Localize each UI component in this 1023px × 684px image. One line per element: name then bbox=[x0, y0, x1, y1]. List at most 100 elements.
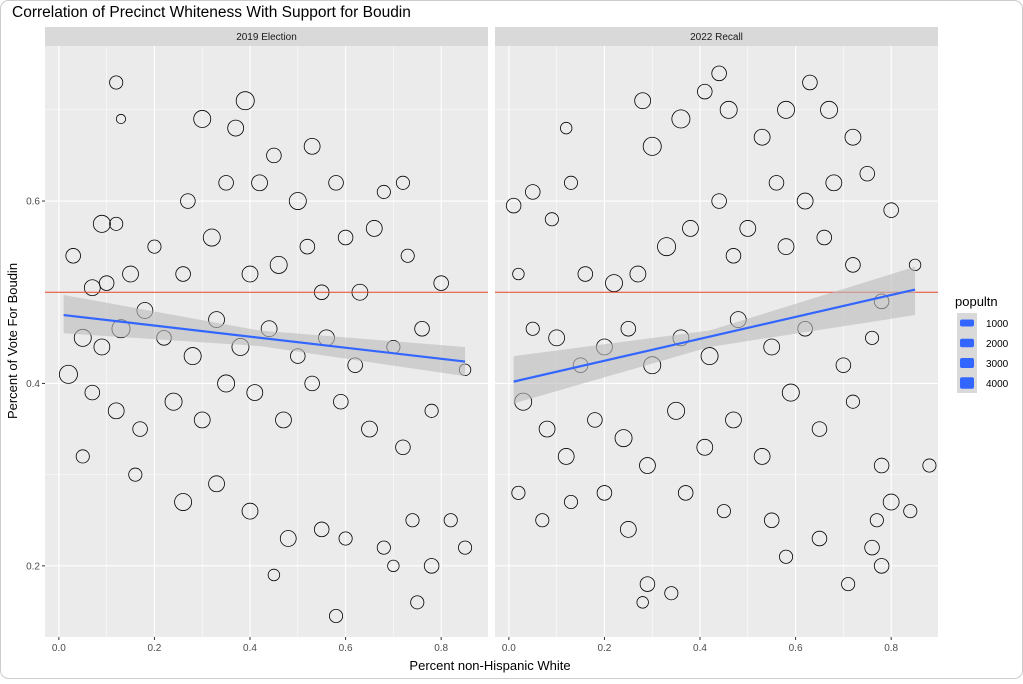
data-point bbox=[642, 136, 662, 156]
legend-entry-label: 4000 bbox=[986, 379, 1009, 390]
data-point bbox=[657, 237, 677, 257]
data-point bbox=[433, 275, 449, 291]
data-point bbox=[557, 448, 575, 465]
legend-key-swatch bbox=[960, 377, 974, 389]
data-point bbox=[180, 193, 196, 209]
panel-0: 2019 Election 0.0 0.2 0.4 0.6 0.8 0.2 0.4 0.6 bbox=[26, 27, 490, 654]
data-point bbox=[84, 384, 101, 401]
data-point bbox=[711, 193, 727, 209]
data-point bbox=[299, 238, 316, 255]
facet-strip-label: 2022 Recall bbox=[690, 32, 743, 43]
data-point bbox=[636, 596, 649, 609]
data-point bbox=[563, 494, 579, 510]
x-tick-label: 0.6 bbox=[339, 643, 353, 654]
data-point bbox=[619, 521, 637, 538]
data-point bbox=[587, 412, 603, 428]
data-point bbox=[873, 457, 890, 474]
data-point bbox=[548, 329, 566, 347]
data-point bbox=[92, 214, 111, 233]
data-point bbox=[869, 513, 884, 528]
data-point bbox=[193, 411, 211, 429]
data-point bbox=[58, 364, 78, 384]
data-point bbox=[303, 137, 321, 155]
data-point bbox=[671, 109, 691, 129]
data-point bbox=[505, 197, 522, 214]
legend-key-swatch bbox=[960, 358, 974, 368]
data-point bbox=[620, 320, 637, 337]
data-point bbox=[147, 239, 162, 254]
data-point bbox=[816, 229, 832, 246]
data-point bbox=[174, 493, 193, 511]
legend-key-swatch bbox=[960, 319, 974, 327]
x-tick-label: 0.0 bbox=[502, 643, 516, 654]
data-point bbox=[109, 216, 124, 231]
data-point bbox=[677, 485, 694, 501]
data-point bbox=[122, 265, 139, 283]
data-point bbox=[333, 393, 349, 410]
x-tick-label: 0.6 bbox=[789, 643, 803, 654]
data-point bbox=[629, 265, 647, 283]
data-point bbox=[883, 202, 899, 218]
data-point bbox=[577, 266, 594, 282]
data-point bbox=[535, 513, 550, 528]
data-point bbox=[269, 255, 288, 274]
data-point bbox=[376, 184, 391, 199]
data-point bbox=[825, 174, 843, 192]
data-point bbox=[859, 165, 876, 182]
data-point bbox=[107, 402, 125, 420]
regression-line bbox=[513, 288, 916, 383]
data-point bbox=[845, 257, 861, 273]
data-point bbox=[376, 540, 391, 555]
legend-entry-label: 2000 bbox=[986, 339, 1009, 350]
data-point bbox=[109, 75, 124, 90]
data-point bbox=[739, 220, 757, 237]
facet-strip-label: 2019 Election bbox=[236, 32, 297, 43]
data-point bbox=[304, 375, 320, 392]
data-point bbox=[544, 212, 559, 227]
x-tick-label: 0.0 bbox=[52, 643, 66, 654]
data-point bbox=[410, 595, 425, 610]
data-point bbox=[614, 429, 633, 448]
data-point bbox=[337, 229, 354, 246]
data-point bbox=[241, 265, 259, 283]
data-point bbox=[115, 113, 127, 125]
data-point bbox=[802, 74, 818, 91]
data-point bbox=[563, 175, 579, 190]
panel-1: 2022 Recall 0.0 0.2 0.4 0.6 0.8 bbox=[495, 27, 940, 654]
data-point bbox=[75, 449, 90, 464]
data-point bbox=[267, 568, 281, 582]
data-point bbox=[777, 100, 795, 119]
data-point bbox=[639, 576, 656, 592]
data-point bbox=[424, 403, 439, 418]
data-point bbox=[313, 521, 330, 538]
data-point bbox=[387, 559, 400, 573]
data-point bbox=[820, 100, 838, 119]
data-point bbox=[753, 128, 771, 146]
data-point bbox=[711, 65, 727, 82]
data-point bbox=[279, 530, 297, 547]
data-point bbox=[93, 338, 111, 356]
y-tick-label: 0.2 bbox=[26, 561, 40, 572]
data-point bbox=[796, 192, 814, 210]
legend-entry-label: 1000 bbox=[986, 319, 1009, 330]
data-point bbox=[246, 384, 264, 401]
data-point bbox=[716, 504, 731, 519]
data-point bbox=[811, 530, 828, 547]
data-point bbox=[235, 91, 255, 111]
data-point bbox=[882, 493, 900, 511]
data-point bbox=[512, 267, 525, 281]
data-point bbox=[227, 119, 245, 137]
data-point bbox=[781, 383, 800, 402]
x-tick-label: 0.8 bbox=[434, 643, 448, 654]
data-point bbox=[865, 330, 880, 345]
data-point bbox=[458, 540, 473, 555]
data-point bbox=[365, 220, 383, 237]
data-point bbox=[835, 357, 852, 373]
legend-title: popultn bbox=[955, 294, 998, 309]
data-point bbox=[217, 374, 236, 393]
chart-title: Correlation of Precinct Whiteness With S… bbox=[12, 4, 411, 21]
data-point bbox=[202, 228, 221, 247]
data-point bbox=[443, 513, 458, 528]
data-point bbox=[132, 421, 148, 437]
